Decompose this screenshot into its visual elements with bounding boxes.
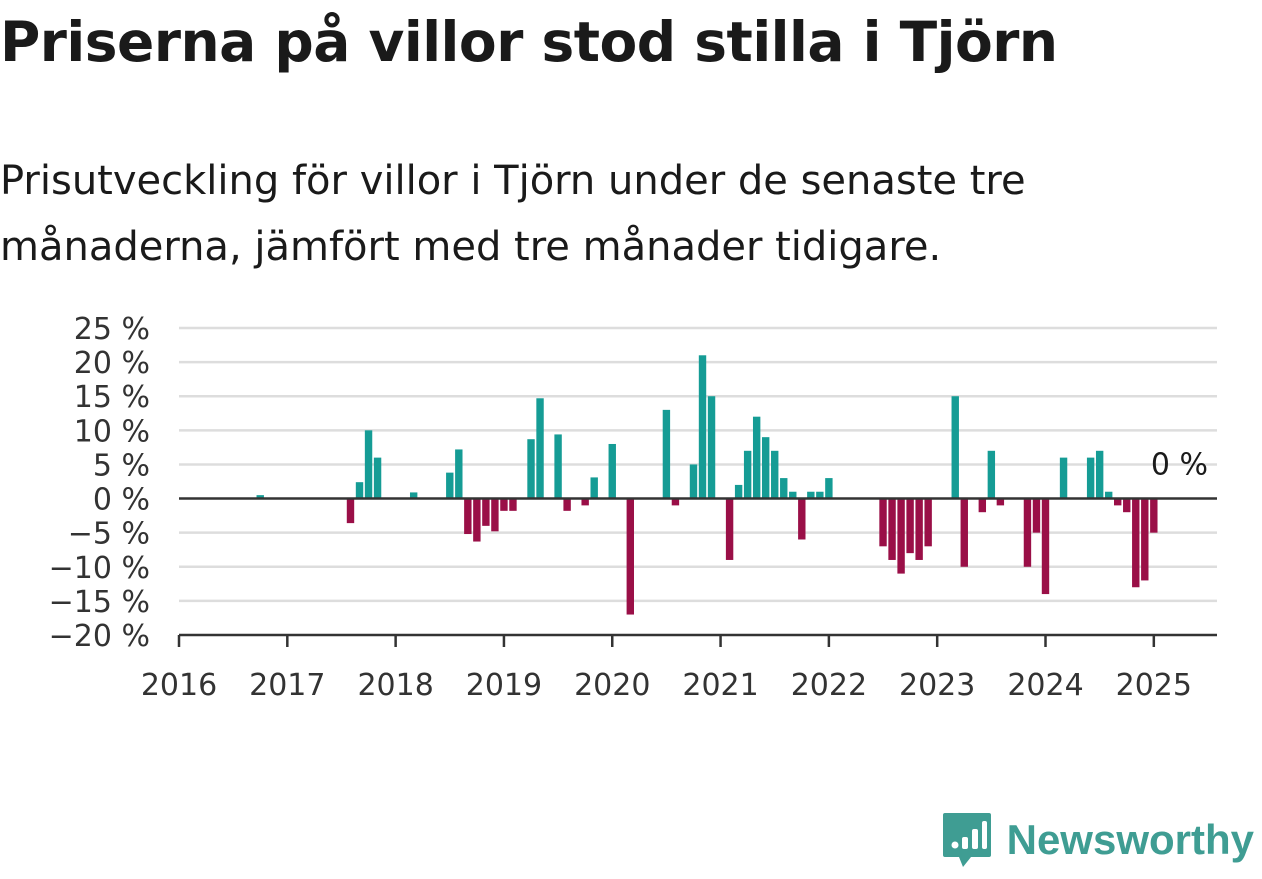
bar bbox=[536, 398, 544, 499]
y-tick-label: 20 % bbox=[74, 346, 150, 381]
bar bbox=[590, 477, 598, 499]
x-tick-label: 2017 bbox=[249, 668, 325, 703]
brand-name: Newsworthy bbox=[1006, 816, 1254, 863]
y-tick-label: 25 % bbox=[74, 312, 150, 347]
x-tick-label: 2024 bbox=[1007, 668, 1083, 703]
bar bbox=[563, 498, 571, 511]
bar bbox=[1023, 498, 1032, 567]
bar bbox=[906, 498, 914, 554]
bar bbox=[689, 464, 698, 499]
bar bbox=[581, 498, 589, 506]
bar bbox=[924, 498, 932, 547]
y-tick-label: 15 % bbox=[74, 380, 150, 415]
bar bbox=[816, 491, 824, 499]
x-tick-label: 2020 bbox=[574, 668, 650, 703]
bars bbox=[256, 355, 1158, 615]
bar bbox=[509, 498, 517, 511]
bar bbox=[996, 498, 1005, 506]
bar bbox=[346, 498, 355, 524]
bar bbox=[707, 396, 716, 499]
bar bbox=[626, 498, 634, 615]
y-tick-label: −10 % bbox=[49, 551, 150, 586]
bar bbox=[1095, 450, 1104, 499]
chart-title: Priserna på villor stod stilla i Tjörn bbox=[0, 10, 1058, 74]
newsworthy-logo-icon bbox=[942, 813, 991, 867]
bar bbox=[888, 498, 896, 560]
y-tick-label: −20 % bbox=[49, 619, 150, 654]
bar bbox=[482, 498, 490, 526]
bar bbox=[1114, 498, 1122, 506]
bar bbox=[1141, 498, 1149, 581]
bar bbox=[1059, 457, 1068, 499]
bar bbox=[1132, 498, 1140, 588]
bar bbox=[915, 498, 923, 560]
bar bbox=[455, 449, 463, 499]
bar bbox=[446, 472, 454, 499]
bar bbox=[1041, 498, 1050, 595]
chart-subtitle: Prisutveckling för villor i Tjörn under … bbox=[0, 158, 1026, 270]
bar bbox=[409, 492, 418, 499]
bar bbox=[780, 478, 788, 499]
bar bbox=[725, 498, 734, 560]
x-tick-label: 2022 bbox=[791, 668, 867, 703]
bar bbox=[960, 498, 968, 567]
bar bbox=[608, 443, 616, 499]
bar bbox=[789, 491, 797, 499]
bar bbox=[771, 450, 779, 499]
x-tick-label: 2021 bbox=[682, 668, 758, 703]
x-tick-label: 2025 bbox=[1116, 668, 1192, 703]
bar bbox=[1032, 498, 1041, 533]
bar bbox=[978, 498, 987, 513]
bar bbox=[734, 484, 743, 499]
bar bbox=[698, 355, 707, 499]
bar bbox=[743, 450, 752, 499]
bar bbox=[1150, 498, 1158, 533]
bar bbox=[256, 495, 264, 499]
bar bbox=[807, 491, 815, 499]
bar bbox=[527, 439, 535, 499]
bar bbox=[1104, 491, 1113, 499]
bar bbox=[662, 409, 671, 499]
y-tick-label: −5 % bbox=[68, 517, 150, 552]
y-tick-label: 0 % bbox=[93, 483, 150, 518]
x-tick-label: 2018 bbox=[357, 668, 433, 703]
bar bbox=[897, 498, 905, 574]
bar bbox=[752, 416, 761, 499]
x-tick-label: 2023 bbox=[899, 668, 975, 703]
bar bbox=[373, 457, 382, 499]
bar bbox=[951, 396, 959, 499]
bar bbox=[1123, 498, 1131, 513]
bar bbox=[798, 498, 806, 540]
labels: 25 %20 %15 %10 %5 %0 %−5 %−10 %−15 %−20 … bbox=[49, 312, 1208, 703]
bar bbox=[500, 498, 508, 511]
brand-logo: Newsworthy bbox=[941, 811, 1254, 869]
bar bbox=[464, 498, 472, 535]
bar bbox=[761, 437, 770, 499]
y-tick-label: 5 % bbox=[93, 448, 150, 483]
bar bbox=[671, 498, 680, 506]
end-value-label: 0 % bbox=[1151, 447, 1208, 482]
bar bbox=[364, 430, 373, 499]
bar bbox=[473, 498, 481, 542]
bar bbox=[825, 478, 833, 499]
bar bbox=[987, 450, 996, 499]
bar bbox=[554, 434, 562, 499]
axes bbox=[177, 497, 1217, 647]
bar bbox=[1086, 457, 1095, 499]
bar bbox=[491, 498, 499, 532]
y-tick-label: −15 % bbox=[49, 585, 150, 620]
x-tick-label: 2019 bbox=[466, 668, 542, 703]
x-tick-label: 2016 bbox=[141, 668, 217, 703]
bar bbox=[355, 482, 364, 499]
bar bbox=[879, 498, 887, 547]
y-tick-label: 10 % bbox=[74, 414, 150, 449]
gridlines bbox=[179, 326, 1217, 603]
